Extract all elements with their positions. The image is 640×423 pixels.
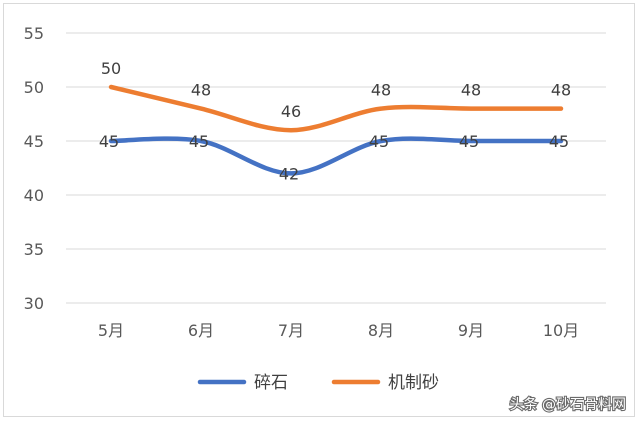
x-tick-label-1: 5月 bbox=[98, 321, 124, 340]
x-tick-label-3: 7月 bbox=[278, 321, 304, 340]
data-label-s2-5: 48 bbox=[461, 81, 481, 100]
line-chart: 30 35 40 45 50 55 5月 6月 7月 8月 9月 10月 45 45 42 45 45 45 50… bbox=[24, 24, 606, 393]
data-label-s1-6: 45 bbox=[549, 132, 569, 151]
data-label-s1-4: 45 bbox=[369, 132, 389, 151]
y-tick-label-35: 35 bbox=[24, 240, 44, 259]
data-label-s1-3: 42 bbox=[279, 164, 299, 183]
data-labels: 45 45 42 45 45 45 50 48 46 48 48 48 bbox=[99, 59, 571, 183]
series-line-2 bbox=[108, 84, 564, 133]
x-tick-label-4: 8月 bbox=[368, 321, 394, 340]
data-label-s1-1: 45 bbox=[99, 132, 119, 151]
series-line-1 bbox=[108, 136, 564, 176]
x-tick-label-6: 10月 bbox=[543, 321, 579, 340]
legend-label-2: 机制砂 bbox=[388, 373, 439, 393]
y-tick-label-45: 45 bbox=[24, 132, 44, 151]
chart-frame: 30 35 40 45 50 55 5月 6月 7月 8月 9月 10月 45 45 42 45 45 45 50… bbox=[3, 3, 635, 417]
x-tick-label-5: 9月 bbox=[458, 321, 484, 340]
y-tick-label-55: 55 bbox=[24, 24, 44, 43]
y-tick-label-50: 50 bbox=[24, 78, 44, 97]
legend: 碎石 机制砂 bbox=[197, 373, 439, 393]
x-tick-label-2: 6月 bbox=[188, 321, 214, 340]
y-tick-label-30: 30 bbox=[24, 294, 44, 313]
data-label-s2-3: 46 bbox=[281, 102, 301, 121]
data-label-s2-4: 48 bbox=[371, 81, 391, 100]
data-label-s1-2: 45 bbox=[189, 132, 209, 151]
watermark-text: 头条 @砂石骨料网 bbox=[510, 396, 626, 413]
legend-label-1: 碎石 bbox=[254, 373, 288, 393]
data-label-s2-2: 48 bbox=[191, 81, 211, 100]
series-lines bbox=[108, 84, 564, 176]
watermark: 头条 @砂石骨料网 bbox=[508, 395, 627, 414]
y-tick-label-40: 40 bbox=[24, 186, 44, 205]
axis-labels: 30 35 40 45 50 55 5月 6月 7月 8月 9月 10月 bbox=[24, 24, 580, 340]
data-label-s2-6: 48 bbox=[551, 81, 571, 100]
data-label-s1-5: 45 bbox=[459, 132, 479, 151]
gridlines bbox=[66, 32, 606, 304]
data-label-s2-1: 50 bbox=[101, 59, 121, 78]
